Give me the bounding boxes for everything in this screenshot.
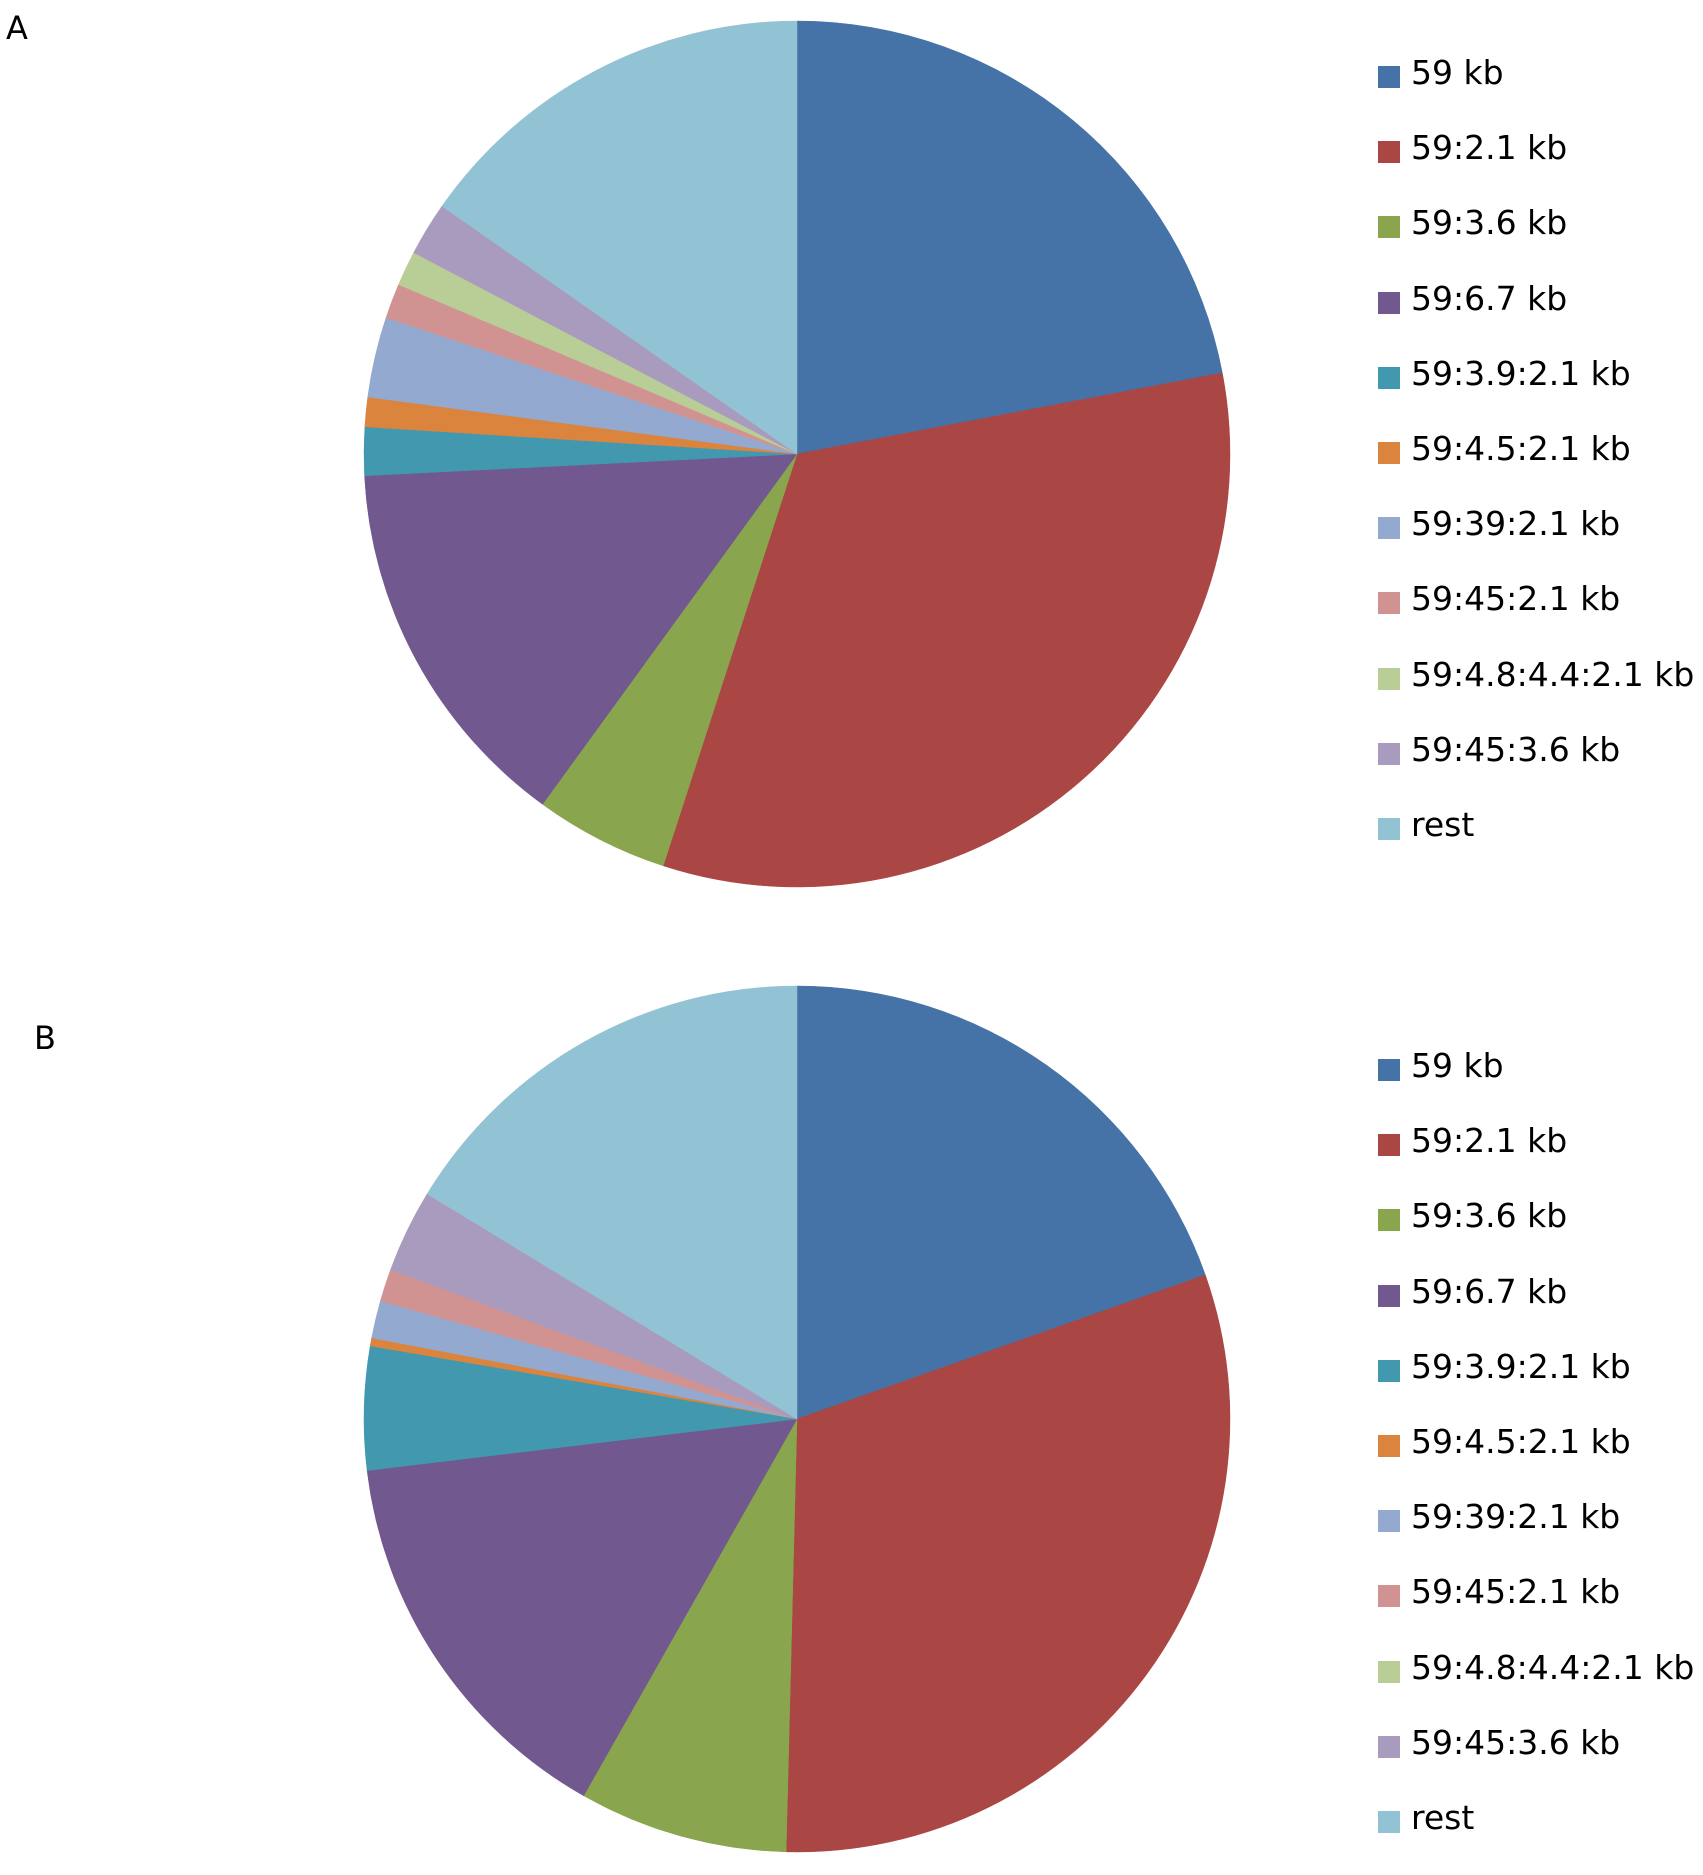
legend-swatch [1378,66,1400,88]
legend-swatch [1378,1134,1400,1157]
legend-swatch [1378,1434,1400,1457]
pie-slice-rest [441,20,798,455]
panel-label-b: B [34,1019,56,1057]
pie-slice-59-kb [796,20,1223,455]
pie-slice-59-2-1-kb [785,1274,1231,1853]
legend-label: 59:4.8:4.4:2.1 kb [1411,1647,1695,1687]
legend-label: 59:4.8:4.4:2.1 kb [1411,654,1695,694]
chart-panel-a: A 59 kb 59:2.1 kb 59:3.6 kb 59:6.7 kb 59… [0,0,1703,934]
legend-swatch [1378,141,1400,164]
legend-swatch [1378,1059,1400,1081]
legend-swatch [1378,291,1400,314]
legend-label: 59:3.6 kb [1411,1196,1568,1236]
legend-swatch [1378,1660,1400,1683]
legend-label: 59:6.7 kb [1411,1271,1568,1311]
legend-label: 59:39:2.1 kb [1411,1497,1621,1537]
pie-slice-59-3-6-kb [583,1418,798,1853]
legend-swatch [1378,517,1400,540]
legend-label: 59:39:2.1 kb [1411,504,1621,544]
legend-swatch [1378,1585,1400,1608]
panel-label-a: A [6,9,28,47]
legend-swatch [1378,1209,1400,1232]
legend-label: 59:3.9:2.1 kb [1411,353,1631,393]
legend-label: 59:2.1 kb [1411,1121,1568,1161]
legend-swatch [1378,667,1400,690]
legend-swatch [1378,441,1400,464]
pie-slice-59-2-1-kb [662,372,1231,888]
legend-label: 59:45:2.1 kb [1411,579,1621,619]
legend-label: 59:3.9:2.1 kb [1411,1346,1631,1386]
pie-slice-59-6-7-kb [366,1418,798,1797]
legend-swatch [1378,817,1400,840]
pie-chart-a [363,20,1231,888]
legend-label: 59:45:2.1 kb [1411,1572,1621,1612]
legend-swatch [1378,592,1400,615]
legend-swatch [1378,366,1400,389]
chart-panel-b: B 59 kb 59:2.1 kb 59:3.6 kb 59:6.7 kb 59… [0,934,1703,1868]
legend-label: 59:4.5:2.1 kb [1411,428,1631,468]
legend-label: 59 kb [1411,1046,1504,1085]
legend-label: 59:3.6 kb [1411,203,1568,243]
pie-chart-b [363,985,1231,1853]
legend-swatch [1378,1510,1400,1533]
legend-label: 59:6.7 kb [1411,278,1568,318]
legend-label: rest [1411,1797,1475,1837]
pie-slice-59-6-7-kb [364,453,798,805]
legend-swatch [1378,1735,1400,1758]
pie-slice-rest [426,985,798,1420]
legend-swatch [1378,1810,1400,1833]
legend-label: 59 kb [1411,53,1504,92]
legend-label: rest [1411,804,1475,844]
legend-swatch [1378,742,1400,765]
legend-swatch [1378,1284,1400,1307]
legend-label: 59:4.5:2.1 kb [1411,1421,1631,1461]
legend-swatch [1378,1359,1400,1382]
legend-label: 59:45:3.6 kb [1411,729,1621,769]
legend-swatch [1378,216,1400,239]
legend-label: 59:2.1 kb [1411,128,1568,168]
legend-label: 59:45:3.6 kb [1411,1722,1621,1762]
